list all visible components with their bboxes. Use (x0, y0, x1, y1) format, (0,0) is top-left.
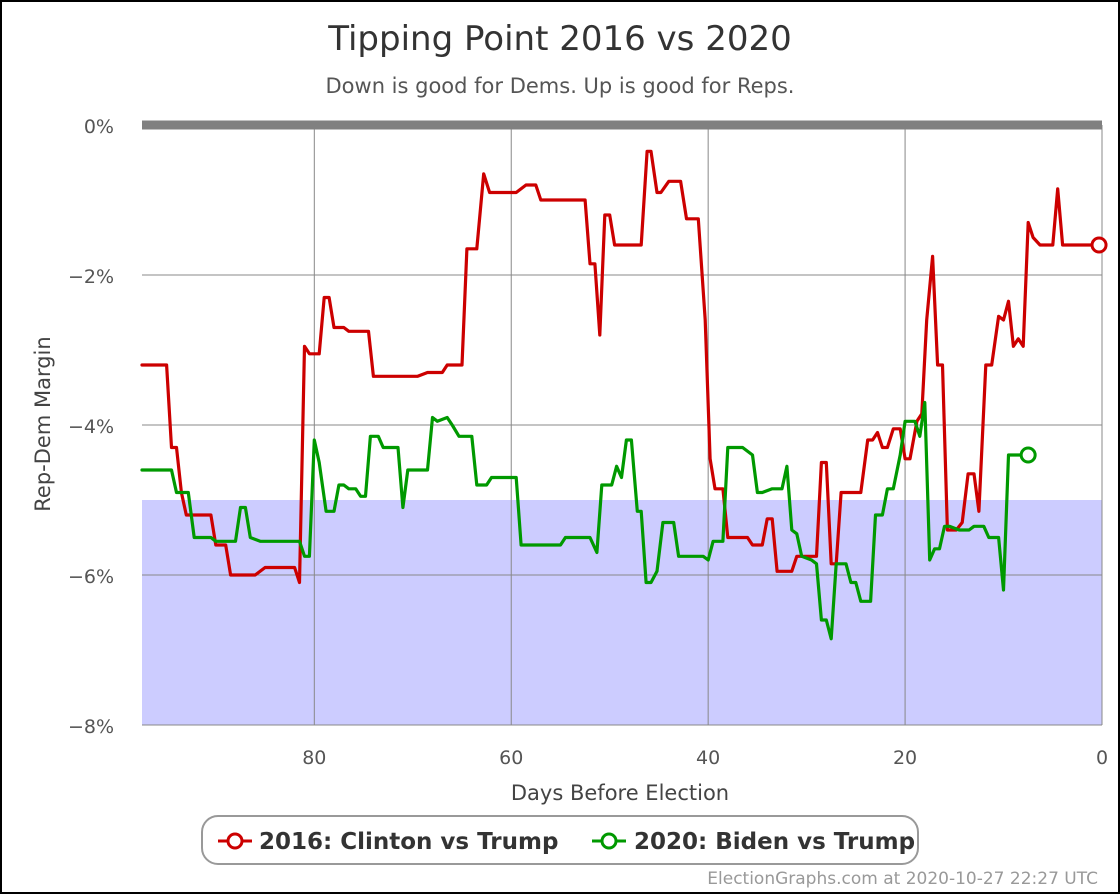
y-tick-label: −2% (68, 266, 114, 288)
series-line-2020 (140, 400, 1030, 641)
x-axis-label: Days Before Election (511, 781, 729, 805)
legend-item-2020[interactable]: 2020: Biden vs Trump (592, 829, 915, 855)
series-end-marker-2016[interactable] (1090, 236, 1108, 254)
legend-item-2016[interactable]: 2016: Clinton vs Trump (218, 829, 558, 855)
y-tick-label: −8% (68, 716, 114, 738)
legend-label-2016: 2016: Clinton vs Trump (259, 829, 558, 855)
x-tick-label: 20 (893, 747, 917, 769)
y-axis-label: Rep-Dem Margin (31, 336, 55, 511)
legend: 2016: Clinton vs Trump 2020: Biden vs Tr… (201, 815, 919, 865)
x-tick-label: 60 (499, 747, 523, 769)
chart-title: Tipping Point 2016 vs 2020 (327, 19, 791, 59)
legend-box (201, 815, 919, 865)
y-tick-label: −4% (68, 416, 114, 438)
shaded-band (142, 500, 1102, 725)
chart-subtitle: Down is good for Dems. Up is good for Re… (326, 74, 795, 98)
legend-label-2020: 2020: Biden vs Trump (634, 829, 915, 855)
legend-marker-2020 (600, 832, 618, 850)
plot-area: 0% −2% −4% −6% −8% 80 60 40 20 0 (68, 116, 1108, 769)
y-tick-label: −6% (68, 566, 114, 588)
x-tick-label: 80 (302, 747, 326, 769)
x-tick-label: 0 (1096, 747, 1108, 769)
credit-text[interactable]: ElectionGraphs.com at 2020-10-27 22:27 U… (707, 869, 1098, 889)
y-tick-label: 0% (84, 116, 114, 138)
series-line-2016 (140, 149, 1101, 585)
x-tick-label: 40 (696, 747, 720, 769)
series-end-marker-2020[interactable] (1019, 446, 1037, 464)
legend-marker-2016 (226, 832, 244, 850)
